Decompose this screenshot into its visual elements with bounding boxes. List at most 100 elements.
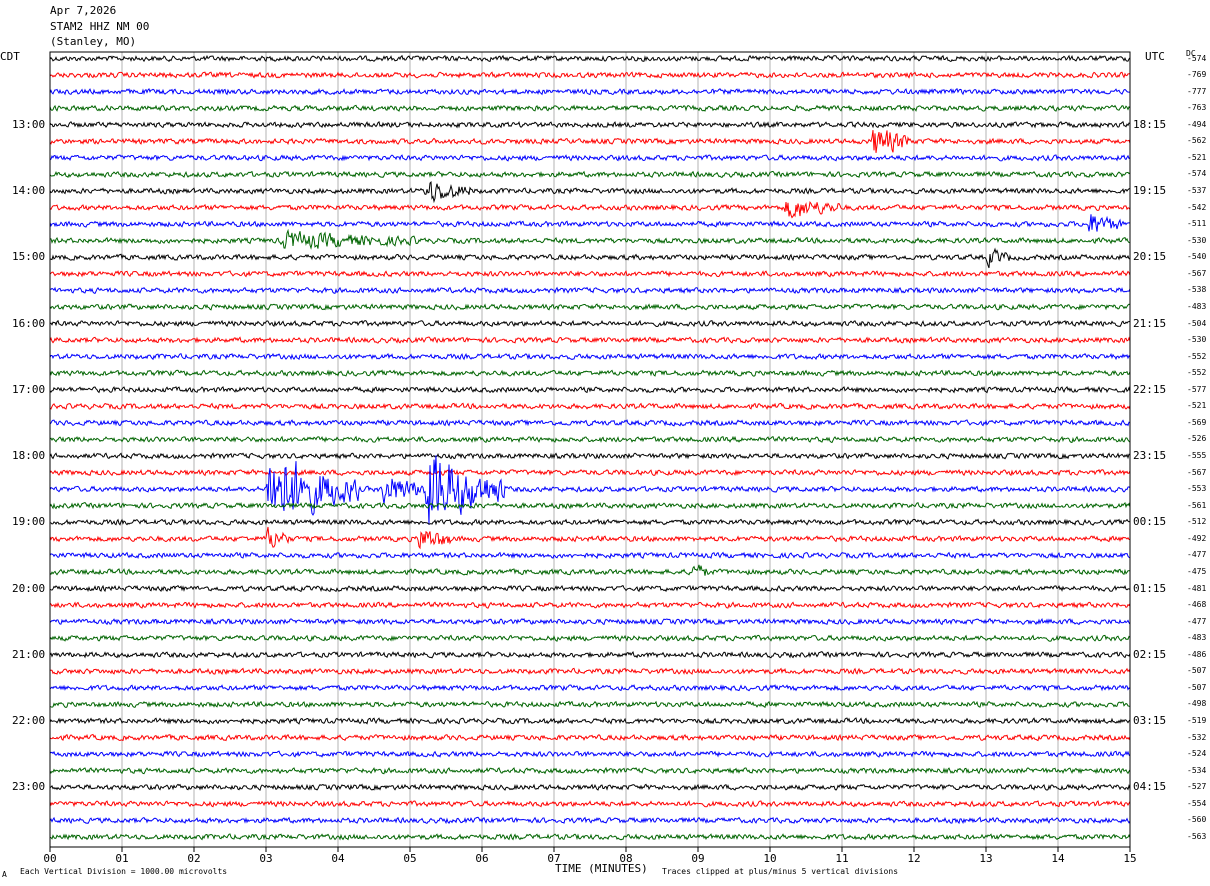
x-tick-label: 14 (1051, 852, 1065, 865)
trace-line (49, 71, 1131, 79)
dc-offset-label: -530 (1187, 235, 1207, 245)
right-hour-label: 23:15 (1133, 449, 1167, 462)
trace-line (49, 584, 1131, 593)
trace-line (49, 766, 1131, 775)
trace-line (49, 120, 1131, 129)
dc-offset-label: -498 (1187, 699, 1207, 709)
x-tick-label: 11 (835, 852, 848, 865)
dc-offset-label: -561 (1187, 500, 1207, 510)
trace-line (49, 385, 1131, 394)
trace-line (49, 518, 1131, 526)
x-tick-label: 02 (187, 852, 200, 865)
footer-mark: A (2, 870, 7, 879)
left-hour-label: 21:00 (12, 647, 46, 661)
dc-offset-label: -560 (1187, 815, 1207, 825)
dc-offset-label: -530 (1187, 335, 1207, 345)
trace-line (49, 601, 1131, 609)
x-tick-label: 13 (979, 852, 992, 865)
left-hour-label: 13:00 (12, 117, 46, 131)
right-timezone-label: UTC (1145, 50, 1165, 63)
trace-line (49, 700, 1131, 709)
trace-line (49, 435, 1131, 444)
right-hour-label: 18:15 (1133, 117, 1167, 131)
trace-line (49, 564, 1131, 576)
dc-offset-label: -527 (1187, 782, 1207, 792)
left-hour-label: 23:00 (12, 780, 46, 794)
dc-offset-label: -554 (1187, 798, 1207, 808)
x-tick-label: 01 (115, 852, 128, 865)
dc-offset-label: -532 (1187, 732, 1207, 742)
left-hour-label: 18:00 (12, 449, 46, 462)
dc-offset-label: -542 (1187, 202, 1207, 212)
x-tick-label: 09 (691, 852, 704, 865)
left-hour-label: 22:00 (12, 714, 46, 727)
dc-offset-label: -769 (1187, 70, 1207, 80)
header-location: (Stanley, MO) (50, 35, 137, 48)
x-tick-label: 10 (763, 852, 776, 865)
dc-offset-label: -555 (1187, 451, 1207, 460)
dc-offset-label: -534 (1187, 765, 1207, 775)
dc-offset-label: -574 (1187, 53, 1207, 63)
dc-offset-label: -537 (1187, 186, 1207, 195)
dc-offset-label: -475 (1187, 566, 1207, 576)
dc-offset-label: -468 (1187, 600, 1207, 610)
left-hour-label: 14:00 (12, 184, 46, 197)
trace-line (49, 452, 1130, 460)
dc-offset-label: -483 (1187, 301, 1207, 311)
x-axis-title: TIME (MINUTES) (555, 862, 648, 875)
trace-line (49, 455, 1131, 525)
trace-line (49, 800, 1131, 808)
trace-line (49, 750, 1131, 758)
x-tick-label: 03 (259, 852, 272, 865)
dc-offset-label: -538 (1187, 285, 1207, 295)
header-station: STAM2 HHZ NM 00 (50, 20, 150, 33)
right-hour-label: 00:15 (1133, 515, 1167, 529)
dc-offset-label: -486 (1187, 649, 1207, 659)
dc-offset-label: -512 (1187, 517, 1207, 527)
trace-line (49, 526, 1131, 550)
dc-offset-label: -504 (1187, 318, 1207, 328)
trace-line (49, 336, 1131, 344)
right-hour-label: 19:15 (1133, 184, 1167, 197)
trace-line (49, 402, 1131, 410)
trace-line (49, 419, 1131, 427)
x-tick-label: 05 (403, 852, 416, 865)
trace-line (49, 319, 1131, 328)
right-hour-label: 22:15 (1133, 382, 1167, 396)
dc-offset-label: -569 (1187, 417, 1207, 427)
trace-line (49, 104, 1131, 112)
dc-offset-label: -553 (1187, 484, 1207, 494)
trace-line (49, 200, 1131, 219)
x-tick-label: 00 (43, 852, 56, 865)
dc-offset-label: -492 (1187, 533, 1207, 543)
dc-offset-label: -526 (1187, 434, 1207, 444)
trace-line (49, 352, 1131, 361)
dc-offset-label: -567 (1187, 268, 1207, 278)
dc-offset-label: -507 (1187, 666, 1207, 676)
footer-scale-note: Each Vertical Division = 1000.00 microvo… (20, 867, 228, 876)
dc-offset-label: -552 (1187, 368, 1207, 378)
dc-offset-label: -763 (1187, 103, 1207, 113)
plot-frame (49, 51, 1131, 848)
dc-offset-label: -574 (1187, 169, 1207, 179)
dc-offset-label: -777 (1187, 86, 1207, 96)
trace-line (49, 214, 1131, 232)
trace-line (49, 551, 1131, 560)
dc-offset-label: -540 (1187, 252, 1207, 262)
right-hour-label: 03:15 (1133, 714, 1167, 727)
right-hour-label: 21:15 (1133, 316, 1167, 330)
dc-label: DC (1186, 49, 1196, 58)
trace-line (49, 154, 1131, 162)
trace-line (49, 634, 1131, 642)
dc-offset-label: -577 (1187, 384, 1207, 394)
trace-line (49, 833, 1131, 841)
x-tick-label: 12 (907, 852, 920, 865)
right-hour-label: 20:15 (1133, 250, 1167, 264)
left-hour-label: 20:00 (12, 581, 46, 595)
trace-line (49, 717, 1131, 725)
trace-line (49, 783, 1131, 791)
x-tick-label: 06 (475, 852, 488, 865)
right-hour-label: 02:15 (1133, 647, 1167, 661)
trace-line (49, 733, 1131, 742)
